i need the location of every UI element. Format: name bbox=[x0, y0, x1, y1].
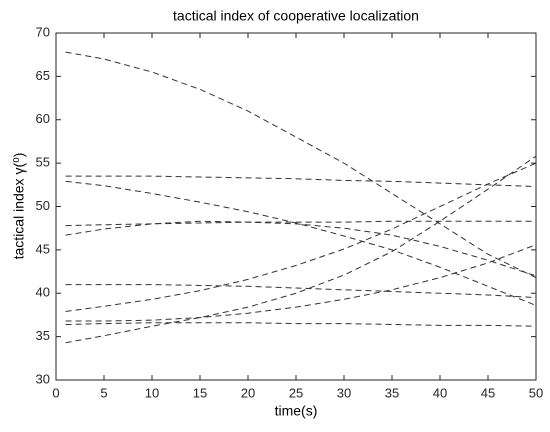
series-line bbox=[65, 322, 537, 327]
series-line bbox=[65, 175, 537, 188]
x-tick-label: 0 bbox=[52, 385, 59, 400]
y-tick-label: 30 bbox=[36, 371, 50, 386]
y-tick-label: 45 bbox=[36, 241, 50, 256]
y-tick-label: 60 bbox=[36, 111, 50, 126]
plot-frame bbox=[55, 32, 537, 381]
y-tick-label: 35 bbox=[36, 328, 50, 343]
x-tick-label: 5 bbox=[100, 385, 107, 400]
x-tick-label: 40 bbox=[433, 385, 447, 400]
chart-title: tactical index of cooperative localizati… bbox=[173, 8, 419, 24]
series-line bbox=[65, 244, 537, 322]
x-tick-label: 45 bbox=[481, 385, 495, 400]
y-tick-label: 70 bbox=[36, 24, 50, 39]
y-tick-label: 40 bbox=[36, 285, 50, 300]
series-line bbox=[65, 51, 537, 279]
x-tick-label: 15 bbox=[193, 385, 207, 400]
x-tick-label: 35 bbox=[385, 385, 399, 400]
x-tick-label: 30 bbox=[337, 385, 351, 400]
series-line bbox=[65, 220, 537, 277]
series-line bbox=[65, 162, 537, 312]
x-tick-label: 25 bbox=[289, 385, 303, 400]
series-line bbox=[65, 220, 536, 227]
x-tick-label: 20 bbox=[241, 385, 255, 400]
x-tick-label: 10 bbox=[145, 385, 159, 400]
x-axis-title: time(s) bbox=[275, 403, 318, 419]
y-tick-label: 55 bbox=[36, 155, 50, 170]
series-line bbox=[65, 284, 537, 299]
x-tick-label: 50 bbox=[529, 385, 543, 400]
series-line bbox=[65, 180, 537, 306]
y-tick-label: 50 bbox=[36, 198, 50, 213]
y-axis-title: tactical index γ(⁰) bbox=[11, 153, 27, 260]
y-tick-label: 65 bbox=[36, 68, 50, 83]
series-line bbox=[65, 155, 537, 344]
